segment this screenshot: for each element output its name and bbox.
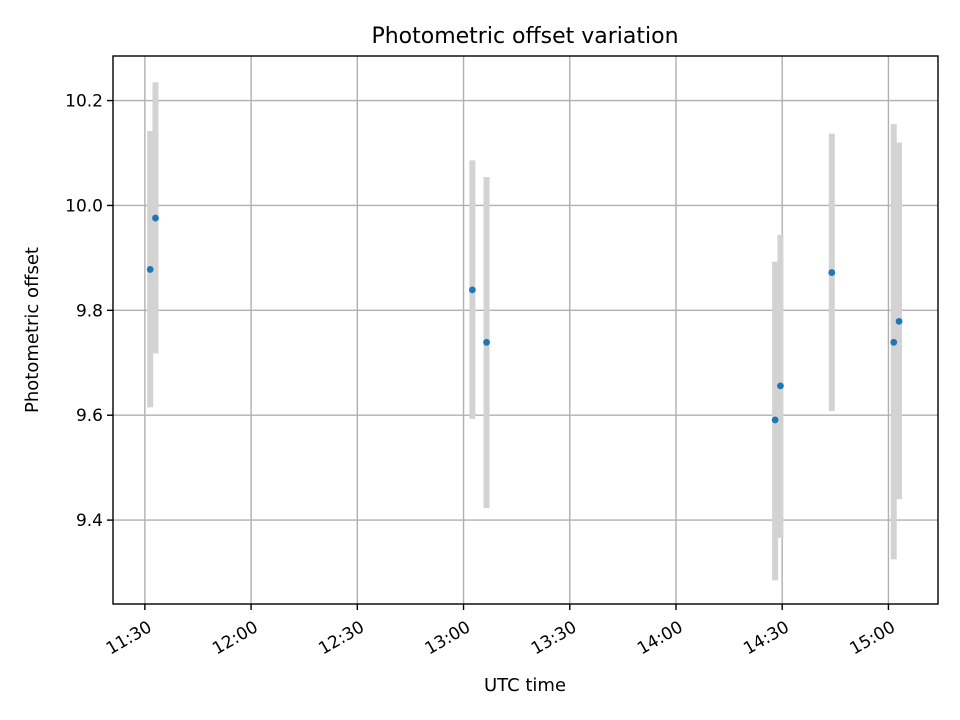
y-tick-label: 9.4: [76, 511, 103, 531]
y-tick-label: 9.8: [76, 301, 103, 321]
y-axis-label: Photometric offset: [22, 247, 43, 413]
grid-layer: [113, 56, 938, 604]
data-point: [895, 317, 903, 325]
x-axis-label: UTC time: [484, 675, 566, 696]
data-point: [468, 286, 476, 294]
data-point: [483, 338, 490, 346]
data-point: [777, 382, 784, 390]
data-point: [771, 416, 779, 424]
data-point: [828, 269, 836, 276]
point-layer: [146, 214, 903, 424]
data-point: [152, 214, 159, 222]
y-tick-label: 10.0: [65, 196, 103, 216]
y-tick-label: 9.6: [76, 406, 103, 426]
chart-title: Photometric offset variation: [371, 24, 678, 49]
data-point: [146, 266, 154, 273]
data-point: [890, 338, 898, 346]
y-tick-label: 10.2: [65, 92, 103, 112]
plot-frame: [112, 55, 939, 605]
y-axis-ticks: 9.4 9.6 9.8 10.0 10.2: [65, 92, 113, 531]
